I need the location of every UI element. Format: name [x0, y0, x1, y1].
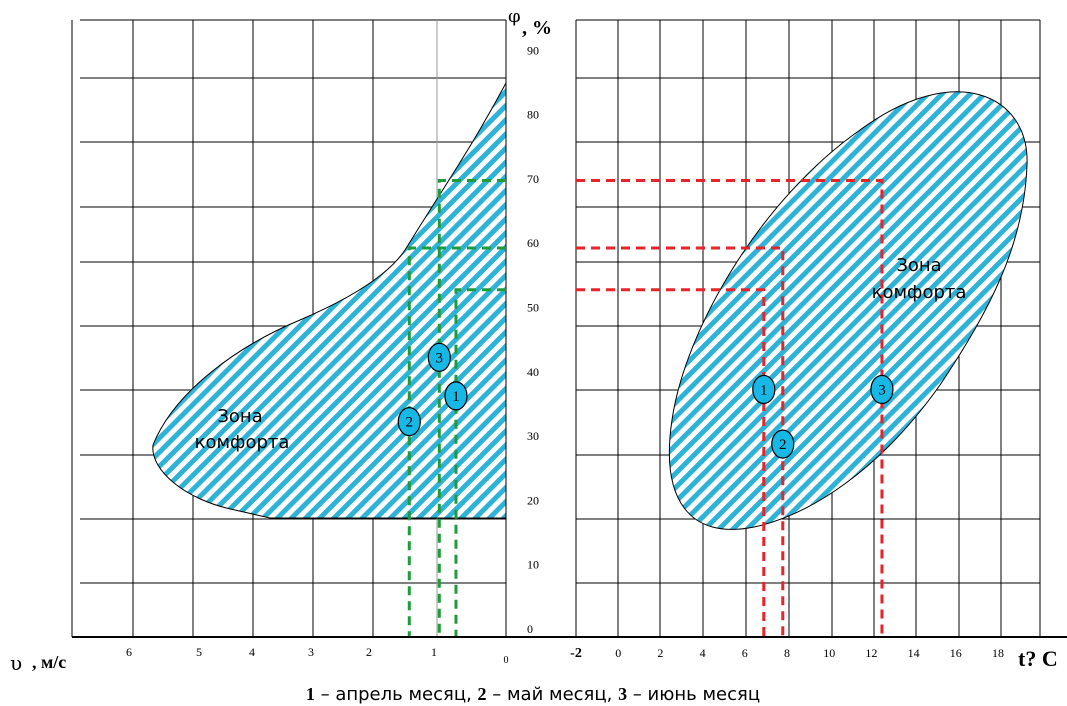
x-tick-label-left: 4	[249, 645, 255, 659]
right-zone-label-line2: комфорта	[872, 282, 967, 303]
x-tick-label-right: 10	[823, 646, 835, 660]
left-point-3	[427, 342, 451, 372]
y-tick-label: 90	[527, 43, 539, 57]
left-point-3-label: 3	[436, 350, 444, 366]
left-point-1-label: 1	[452, 389, 460, 405]
x-tick-label-left: 2	[366, 645, 372, 659]
y-tick-label: 40	[527, 365, 539, 379]
y-tick-label: 80	[527, 108, 539, 122]
guide-line-left-1	[454, 288, 506, 637]
x-axis-unit-left: , м/с	[32, 652, 66, 672]
x-tick-label-right: 16	[950, 646, 962, 660]
right-point-2	[771, 429, 795, 459]
point-markers: 1 2 3 1 2 3	[397, 342, 894, 459]
guide-line-right-3	[576, 178, 884, 637]
guide-line-left-3	[437, 178, 506, 637]
x-tick-label-right: 18	[992, 646, 1004, 660]
x-tick-label-right: 0	[615, 646, 621, 660]
y-axis-symbol: φ	[508, 6, 521, 27]
x-tick-label-right: 12	[865, 646, 877, 660]
right-comfort-zone	[668, 91, 1028, 530]
y-tick-label: 60	[527, 236, 539, 250]
left-point-1	[444, 381, 468, 411]
right-point-1-label: 1	[760, 382, 768, 398]
guide-line-right-1	[576, 288, 766, 637]
y-tick-label: 10	[527, 558, 539, 572]
guide-line-right-2	[576, 246, 785, 637]
right-point-3-label: 3	[878, 382, 886, 398]
right-point-3	[870, 374, 894, 405]
right-zone-label-line1: Зона	[896, 255, 941, 276]
x-tick-label-left: 0	[504, 655, 509, 666]
x-tick-label-right: 8	[784, 646, 790, 660]
x-tick-label-right: 2	[657, 646, 663, 660]
y-tick-label: 30	[527, 429, 539, 443]
y-tick-label: 20	[527, 493, 539, 507]
x-tick-label-left: 3	[308, 645, 314, 659]
right-point-2-label: 2	[779, 437, 787, 453]
y-tick-label: 0	[527, 622, 533, 636]
left-zone-label-line2: комфорта	[195, 432, 290, 453]
left-point-2	[397, 406, 421, 437]
x-tick-label-right: 6	[742, 646, 748, 660]
x-axis-symbol-left: υ	[10, 651, 22, 675]
x-tick-label-right: 14	[908, 646, 920, 660]
y-tick-label: 70	[527, 172, 539, 186]
right-point-1	[752, 374, 776, 405]
legend-caption: 1 – апрель месяц, 2 – май месяц, 3 – июн…	[306, 684, 760, 705]
left-point-2-label: 2	[406, 415, 414, 431]
x-tick-label-right: -2	[570, 646, 582, 661]
x-tick-label-left: 1	[431, 645, 437, 659]
x-tick-label-left: 5	[196, 645, 202, 659]
x-tick-label-right: 4	[700, 646, 706, 660]
guide-lines	[407, 178, 884, 637]
x-axis-title-right: t? C	[1018, 646, 1058, 671]
left-zone-label-line1: Зона	[217, 406, 262, 427]
x-tick-label-left: 6	[126, 645, 132, 659]
guide-line-left-2	[407, 246, 506, 637]
y-axis-unit: , %	[522, 17, 552, 39]
y-tick-label: 50	[527, 301, 539, 315]
